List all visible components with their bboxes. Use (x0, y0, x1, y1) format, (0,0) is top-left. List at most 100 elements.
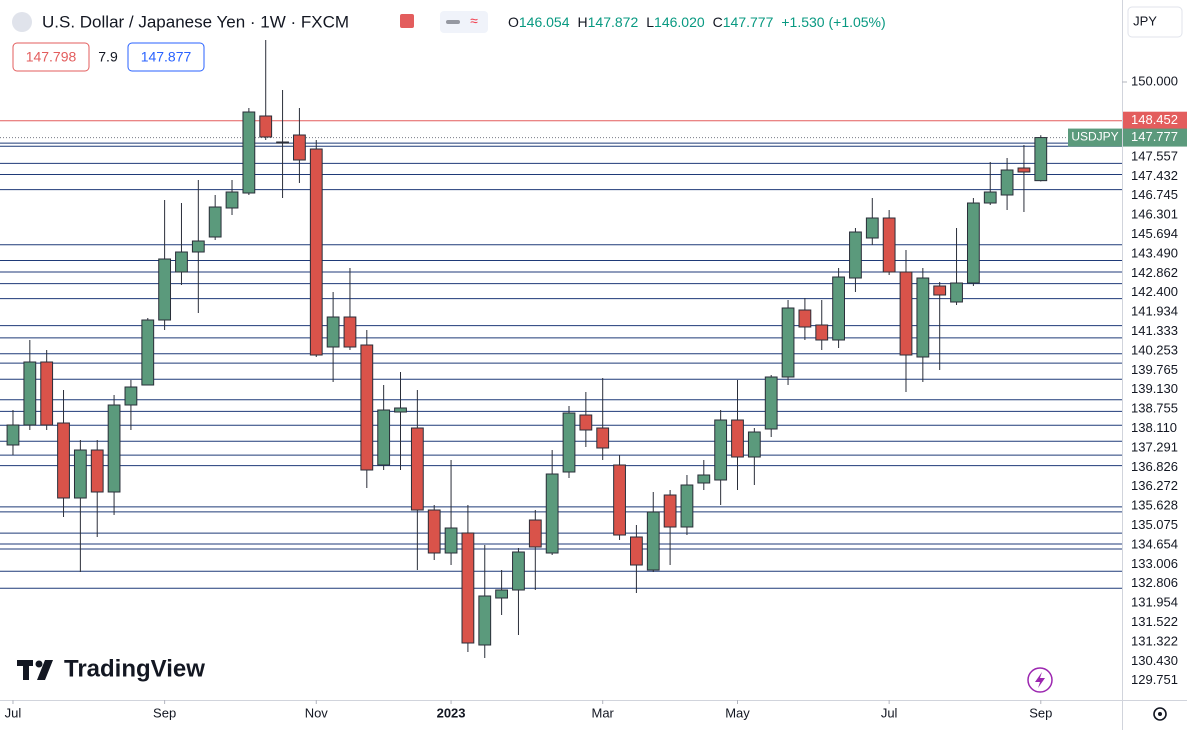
candle-body (410, 427, 424, 511)
level-label: 147.432 (1131, 168, 1178, 183)
change-value: +1.530 (+1.05%) (781, 14, 885, 30)
candle-body (950, 282, 963, 303)
alert-label-bg (1123, 111, 1187, 130)
candle-body (916, 277, 930, 358)
level-label: 141.333 (1131, 323, 1178, 338)
candle-body (208, 206, 222, 238)
ohlc-value: 146.054 (519, 14, 570, 30)
candle-body (461, 532, 475, 644)
candle-body (630, 536, 643, 566)
candle-body (865, 217, 879, 239)
settings-icon (1158, 712, 1162, 716)
candle-body (107, 404, 121, 493)
lightning-icon (1035, 672, 1045, 688)
level-label: 142.400 (1131, 284, 1178, 299)
level-label: 146.301 (1131, 207, 1178, 222)
level-label: 141.934 (1131, 304, 1178, 319)
level-label: 139.765 (1131, 362, 1178, 377)
x-tick-label: Jul (5, 705, 22, 720)
candle-body (849, 231, 862, 279)
candle-body (6, 424, 20, 446)
candle-body (680, 484, 694, 528)
candle-body (242, 111, 256, 194)
candle-body (40, 361, 54, 426)
bid-box[interactable] (12, 42, 90, 72)
symbol-label: USDJPY (1071, 130, 1118, 144)
last-price-bg (1123, 128, 1187, 147)
candle-body (427, 509, 441, 554)
candle-body (495, 589, 509, 599)
x-tick-label: May (725, 705, 750, 720)
candle-body (444, 527, 458, 554)
candle-body (259, 115, 273, 138)
x-tick-label: Jul (881, 705, 898, 720)
candle-body (646, 511, 660, 571)
currency-button[interactable] (1127, 6, 1183, 38)
candle-body (90, 449, 104, 493)
ohlc-value: 147.777 (723, 14, 774, 30)
candle-body (191, 240, 205, 253)
candle-body (697, 474, 711, 484)
level-label: 140.253 (1131, 342, 1178, 357)
candle-body (158, 258, 172, 321)
flag-icon[interactable] (400, 14, 414, 28)
level-label: 136.826 (1131, 459, 1178, 474)
ohlc-value: 147.872 (588, 14, 639, 30)
candle-body (966, 202, 980, 284)
price-axis: 150.000 Jul Sep Nov 2023 Mar May Jul Sep 148.452 1… (5, 73, 1187, 720)
ask-box[interactable] (127, 42, 205, 72)
candle-body (747, 431, 761, 458)
level-label: 135.075 (1131, 517, 1178, 532)
candle-body (764, 376, 778, 430)
level-label: 135.628 (1131, 498, 1178, 513)
candle-body (545, 473, 559, 554)
x-tick-label: Sep (1029, 705, 1052, 720)
symbol-label-bg (1068, 128, 1122, 147)
candle-body (276, 141, 289, 144)
toggle-buttons[interactable] (440, 11, 488, 33)
x-tick-label: Mar (592, 705, 615, 720)
ohlc-label: H (578, 14, 588, 30)
candle-body (815, 324, 829, 341)
y-tick-label: 150.000 (1131, 73, 1178, 88)
candle-body (23, 361, 37, 426)
level-label: 142.862 (1131, 265, 1178, 280)
candle-body (478, 595, 492, 646)
level-label: 139.130 (1131, 381, 1178, 396)
symbol-icon[interactable] (12, 12, 32, 32)
x-tick-label: 2023 (437, 705, 466, 720)
level-label: 143.490 (1131, 245, 1178, 260)
candle-body (326, 316, 340, 348)
candle-body (141, 319, 155, 386)
level-label: 145.694 (1131, 226, 1178, 241)
candle-body (731, 419, 744, 458)
candle-body (562, 412, 576, 473)
candle-body (360, 344, 374, 471)
level-label: 137.291 (1131, 439, 1178, 454)
icon: ≈ (470, 13, 478, 29)
level-label: 138.755 (1131, 401, 1178, 416)
bid-price: 147.798 (26, 49, 77, 65)
settings-button[interactable] (1153, 707, 1167, 721)
symbol-title[interactable]: U.S. Dollar / Japanese Yen · 1W · FXCM (42, 12, 349, 31)
level-label: 146.745 (1131, 187, 1178, 202)
candle-body (57, 422, 70, 499)
ohlc-label: L (646, 14, 654, 30)
candle-body (293, 134, 306, 161)
candle-body (579, 414, 593, 431)
ohlc-label: O (508, 14, 519, 30)
candle-body (512, 551, 525, 591)
candle-body (798, 309, 812, 328)
ohlc-label: C (713, 14, 723, 30)
ohlc-value: 146.020 (654, 14, 705, 30)
candle-body (73, 449, 87, 499)
ask-price: 147.877 (141, 49, 192, 65)
candle-body (899, 271, 913, 356)
level-label: 131.322 (1131, 633, 1178, 648)
candle-body (596, 427, 610, 449)
candle-body (983, 191, 997, 204)
level-label: 130.430 (1131, 653, 1178, 668)
candle-body (225, 191, 239, 209)
